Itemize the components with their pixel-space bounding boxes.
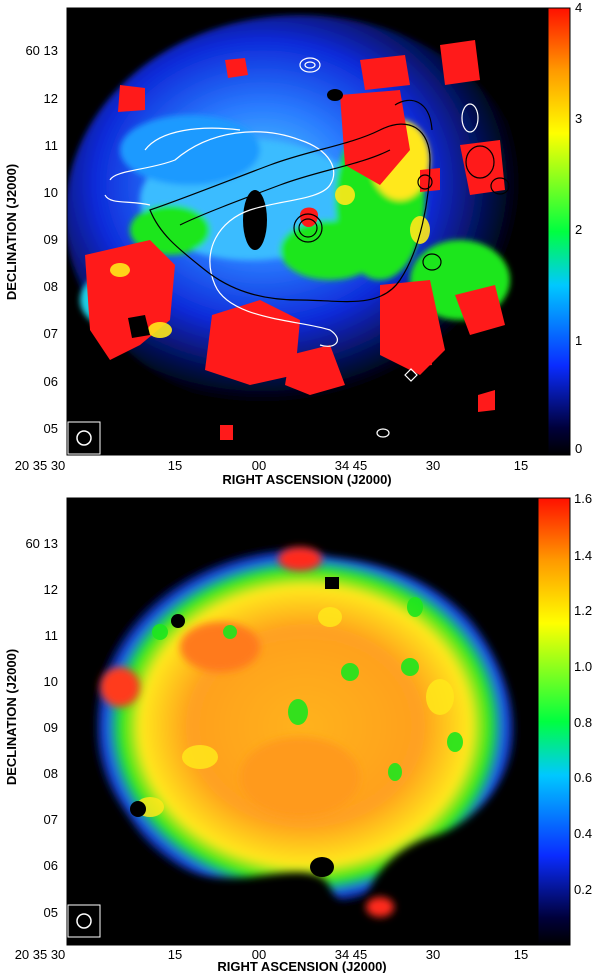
y-axis-label: DECLINATION (J2000) <box>4 164 19 300</box>
x-tick: 00 <box>252 947 266 962</box>
bottom-panel: 60 13 12 11 10 09 08 07 06 05 DECLINATIO… <box>0 487 600 974</box>
y-tick: 08 <box>44 279 58 294</box>
y-tick: 08 <box>44 766 58 781</box>
y-tick: 10 <box>44 674 58 689</box>
colorbar-tick: 2 <box>575 222 582 237</box>
x-tick: 15 <box>168 947 182 962</box>
colorbar-tick: 0.6 <box>574 770 592 785</box>
x-tick: 15 <box>514 458 528 473</box>
y-tick: 07 <box>44 812 58 827</box>
top-figure: 60 13 12 11 10 09 08 07 06 05 DECLINATIO… <box>4 0 582 487</box>
y-tick: 06 <box>44 374 58 389</box>
bottom-x-ticks: 20 35 30 15 00 34 45 30 15 <box>15 947 529 962</box>
colorbar-tick: 0.4 <box>574 826 592 841</box>
beam-marker <box>67 421 101 455</box>
beam-marker <box>67 904 101 938</box>
colorbar-tick: 1.2 <box>574 603 592 618</box>
bottom-figure: 60 13 12 11 10 09 08 07 06 05 DECLINATIO… <box>4 491 592 974</box>
colorbar-tick: 1.0 <box>574 659 592 674</box>
y-tick: 10 <box>44 185 58 200</box>
x-tick: 15 <box>168 458 182 473</box>
x-axis-label: RIGHT ASCENSION (J2000) <box>222 472 391 487</box>
colorbar-tick: 0.8 <box>574 715 592 730</box>
top-y-ticks: 60 13 12 11 10 09 08 07 06 05 <box>25 43 58 436</box>
top-x-ticks: 20 35 30 15 00 34 45 30 15 <box>15 458 529 473</box>
top-colorbar: 4 3 2 1 0 <box>547 0 582 456</box>
y-tick: 60 13 <box>25 536 58 551</box>
y-tick: 11 <box>45 628 59 643</box>
y-tick: 09 <box>44 232 58 247</box>
colorbar-tick: 1 <box>575 333 582 348</box>
y-tick: 60 13 <box>25 43 58 58</box>
y-axis-label: DECLINATION (J2000) <box>4 649 19 785</box>
colorbar-tick: 0 <box>575 441 582 456</box>
white-contours <box>104 57 479 438</box>
y-tick: 06 <box>44 858 58 873</box>
bottom-colorbar: 1.6 1.4 1.2 1.0 0.8 0.6 0.4 0.2 <box>537 491 592 946</box>
y-tick: 12 <box>44 91 58 106</box>
x-tick: 20 35 30 <box>15 947 66 962</box>
colorbar-tick: 1.6 <box>574 491 592 506</box>
x-tick: 30 <box>426 947 440 962</box>
bottom-index-map <box>67 498 537 945</box>
y-tick: 12 <box>44 582 58 597</box>
x-tick: 20 35 30 <box>15 458 66 473</box>
x-tick: 00 <box>252 458 266 473</box>
colorbar-tick: 0.2 <box>574 882 592 897</box>
y-tick: 05 <box>44 905 58 920</box>
x-tick: 34 45 <box>335 947 368 962</box>
x-axis-label: RIGHT ASCENSION (J2000) <box>217 959 386 973</box>
x-tick: 30 <box>426 458 440 473</box>
y-tick: 09 <box>44 720 58 735</box>
x-tick: 34 45 <box>335 458 368 473</box>
y-tick: 05 <box>44 421 58 436</box>
black-contours <box>149 99 510 303</box>
colorbar-tick: 4 <box>575 0 582 15</box>
colorbar-tick: 3 <box>575 111 582 126</box>
high-ratio-regions <box>85 40 505 440</box>
y-tick: 07 <box>44 326 58 341</box>
x-tick: 15 <box>514 947 528 962</box>
bottom-y-ticks: 60 13 12 11 10 09 08 07 06 05 <box>25 536 58 920</box>
y-tick: 11 <box>45 138 59 153</box>
top-panel: 60 13 12 11 10 09 08 07 06 05 DECLINATIO… <box>0 0 600 487</box>
colorbar-tick: 1.4 <box>574 548 592 563</box>
top-intensity-map <box>67 8 547 455</box>
